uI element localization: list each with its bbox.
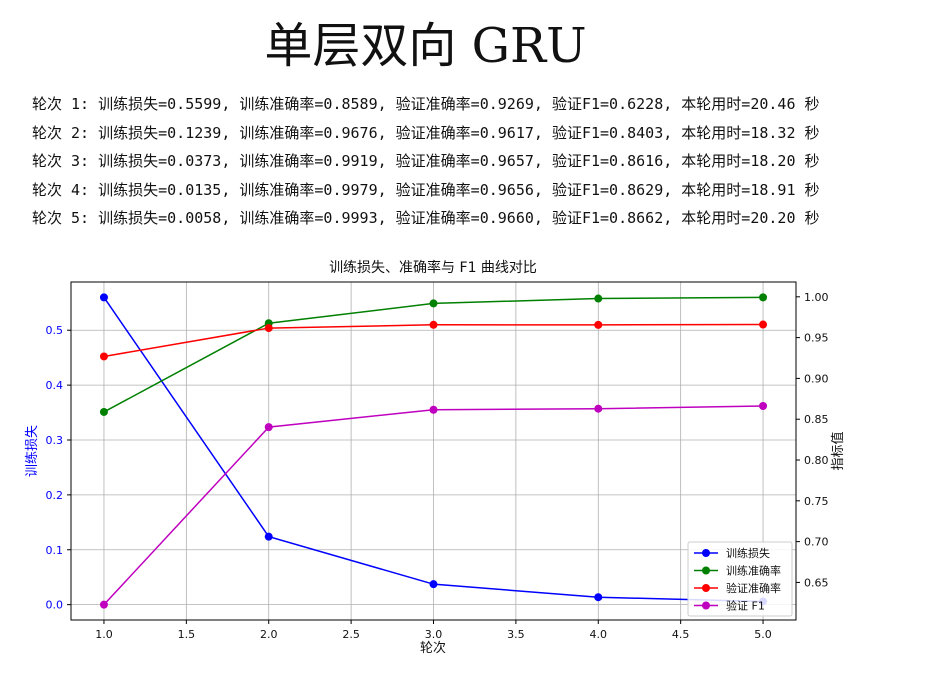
data-point-series-3 (594, 320, 603, 329)
data-point-series-2 (99, 407, 108, 416)
legend-label: 验证准确率 (726, 581, 781, 595)
y-right-tick-label: 0.90 (804, 372, 829, 385)
data-point-series-4 (759, 401, 768, 410)
y-left-tick-label: 0.1 (46, 544, 64, 557)
y-right-tick-label: 0.95 (804, 332, 829, 345)
data-point-series-3 (264, 324, 273, 333)
y-axis-right: 0.65 0.70 0.75 0.80 0.85 0.90 0.95 1.00 (796, 291, 829, 589)
grid-lines (71, 282, 796, 620)
x-tick-label: 4.0 (590, 628, 608, 641)
series-lines (99, 293, 768, 609)
y-left-tick-label: 0.3 (46, 434, 64, 447)
log-line-epoch-4: 轮次 4: 训练损失=0.0135, 训练准确率=0.9979, 验证准确率=0… (32, 180, 820, 199)
data-point-series-2 (429, 299, 438, 308)
y-right-tick-label: 1.00 (804, 291, 829, 304)
legend-label: 训练损失 (726, 546, 770, 560)
y-left-tick-label: 0.5 (46, 324, 64, 337)
x-tick-label: 2.5 (342, 628, 360, 641)
data-point-series-1 (99, 293, 108, 302)
data-point-series-1 (264, 532, 273, 541)
page-title: 单层双向 GRU (264, 18, 587, 74)
data-point-series-4 (429, 405, 438, 414)
data-point-series-1 (594, 593, 603, 602)
x-tick-label: 5.0 (754, 628, 772, 641)
legend-marker (702, 601, 710, 610)
log-line-epoch-5: 轮次 5: 训练损失=0.0058, 训练准确率=0.9993, 验证准确率=0… (32, 209, 820, 227)
data-point-series-3 (759, 320, 768, 329)
legend-label: 训练准确率 (726, 564, 781, 578)
log-line-epoch-1: 轮次 1: 训练损失=0.5599, 训练准确率=0.8589, 验证准确率=0… (32, 95, 820, 113)
data-point-series-1 (429, 580, 438, 589)
y-left-tick-label: 0.2 (46, 489, 64, 502)
legend-marker (702, 549, 710, 557)
log-line-epoch-2: 轮次 2: 训练损失=0.1239, 训练准确率=0.9676, 验证准确率=0… (32, 123, 820, 142)
data-point-series-4 (594, 404, 603, 413)
x-tick-label: 3.0 (425, 628, 443, 641)
y-right-tick-label: 0.80 (804, 454, 829, 467)
x-tick-label: 2.0 (260, 628, 278, 641)
x-axis-label: 轮次 (420, 640, 446, 656)
legend-marker (702, 584, 710, 592)
y-right-tick-label: 0.85 (804, 413, 829, 426)
x-tick-label: 1.5 (178, 628, 196, 641)
legend-marker (702, 566, 710, 575)
data-point-series-4 (264, 423, 273, 432)
y-right-tick-label: 0.65 (804, 576, 829, 589)
legend-box (687, 541, 793, 617)
y-right-tick-label: 0.75 (804, 495, 829, 508)
data-point-series-3 (429, 320, 438, 329)
log-line-epoch-3: 轮次 3: 训练损失=0.0373, 训练准确率=0.9919, 验证准确率=0… (32, 152, 820, 170)
data-point-series-2 (594, 294, 603, 303)
x-tick-label: 4.5 (672, 628, 690, 641)
data-point-series-4 (99, 600, 108, 609)
x-tick-label: 1.0 (95, 628, 113, 641)
y-right-tick-label: 0.70 (804, 536, 829, 549)
data-point-series-3 (99, 352, 108, 361)
y-axis-left: 0.0 0.1 0.2 0.3 0.4 0.5 (46, 324, 71, 612)
x-tick-label: 3.5 (507, 628, 525, 641)
y-axis-right-label: 指标值 (830, 431, 846, 470)
training-metrics-chart: 1.0 1.5 2.0 2.5 3.0 3.5 4.0 4.5 5.0 0.0 0.1 0.2 0.3… (25, 259, 846, 656)
data-point-series-2 (759, 293, 768, 302)
chart-title: 训练损失、准确率与 F1 曲线对比 (329, 259, 537, 276)
y-left-tick-label: 0.4 (46, 379, 64, 392)
x-axis: 1.0 1.5 2.0 2.5 3.0 3.5 4.0 4.5 5.0 (95, 620, 772, 641)
training-log: 轮次 1: 训练损失=0.5599, 训练准确率=0.8589, 验证准确率=0… (32, 90, 820, 233)
legend-label: 验证 F1 (726, 599, 765, 613)
y-axis-left-label: 训练损失 (25, 425, 40, 477)
y-left-tick-label: 0.0 (46, 599, 64, 612)
